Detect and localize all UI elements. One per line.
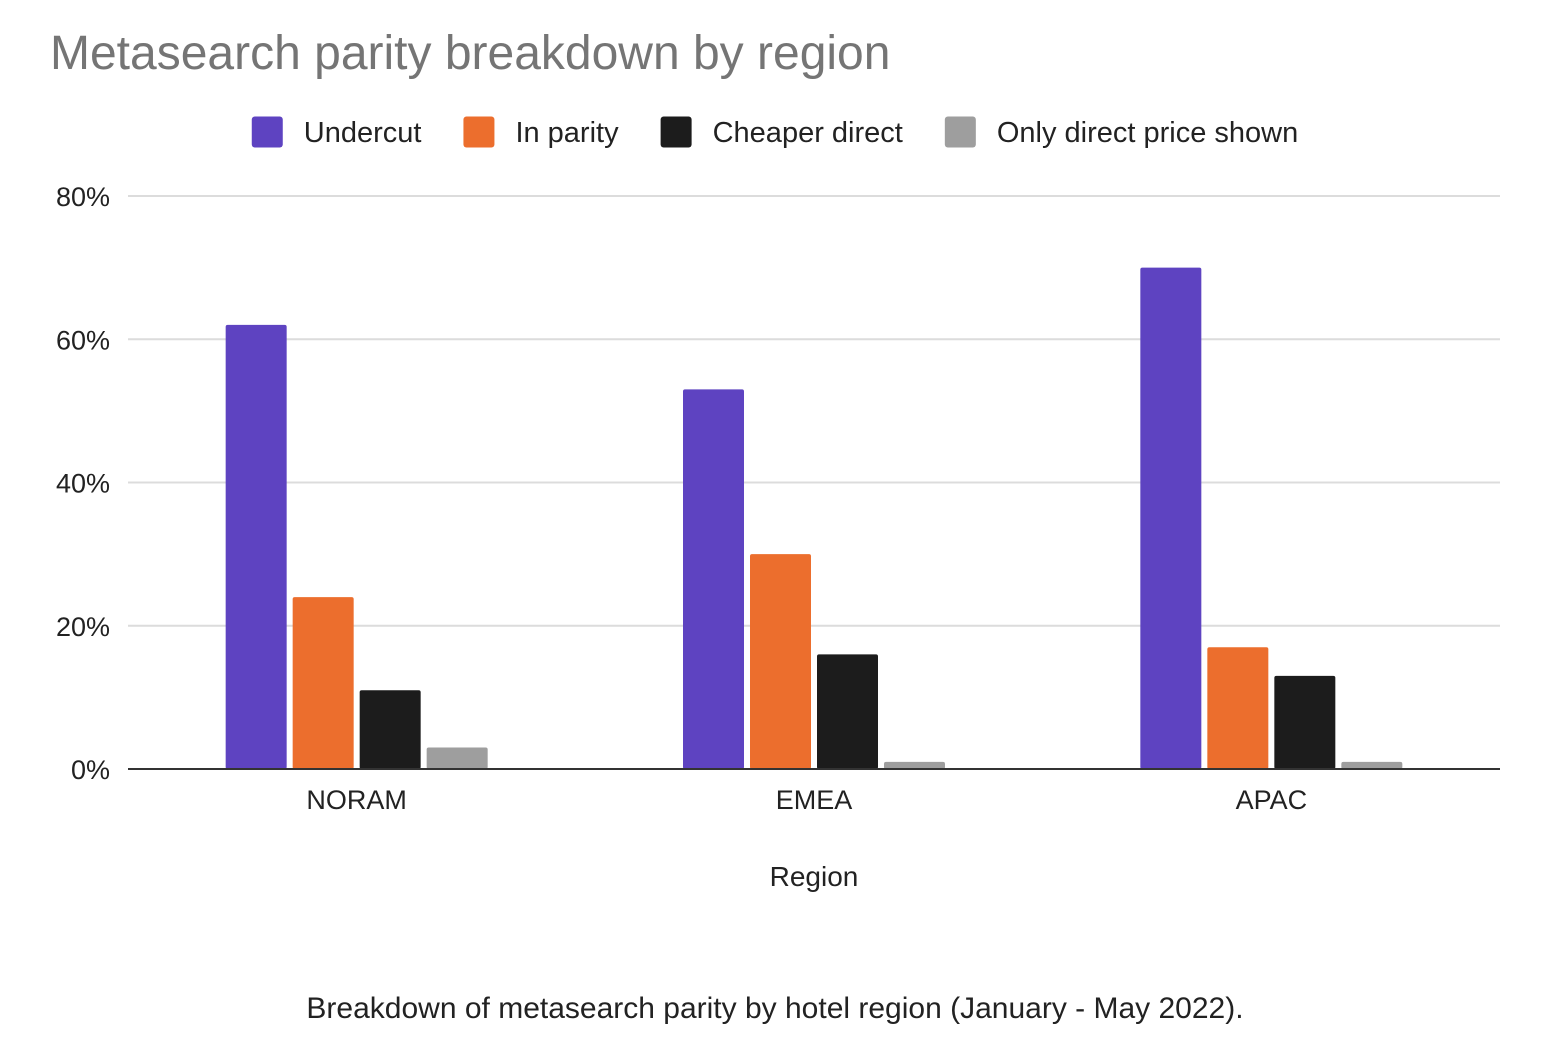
bar-emea-cheaper-direct xyxy=(817,654,878,769)
legend-swatch xyxy=(660,116,692,148)
legend: Undercut In parity Cheaper direct Only dire… xyxy=(251,116,1298,149)
y-tick-label: 20% xyxy=(56,612,110,642)
x-tick-label: EMEA xyxy=(776,785,853,815)
chart-title: Metasearch parity breakdown by region xyxy=(50,27,891,80)
y-tick-label: 0% xyxy=(71,755,110,785)
bar-apac-undercut xyxy=(1140,267,1202,769)
bar-emea-in-parity xyxy=(750,554,811,769)
bar-emea-undercut xyxy=(683,389,744,769)
x-axis-label: Region xyxy=(770,861,859,892)
legend-label: Undercut xyxy=(304,117,422,149)
legend-label: In parity xyxy=(515,117,619,149)
legend-item: Undercut xyxy=(251,116,422,149)
legend-swatch xyxy=(944,116,976,148)
legend-label: Cheaper direct xyxy=(713,117,903,149)
legend-item: Only direct price shown xyxy=(944,116,1298,149)
x-tick-label: NORAM xyxy=(306,785,407,815)
bar-noram-only-direct-price-shown xyxy=(426,747,488,769)
y-tick-label: 40% xyxy=(56,469,110,499)
bar-apac-cheaper-direct xyxy=(1274,675,1336,769)
bar-noram-cheaper-direct xyxy=(359,690,421,769)
gridlines xyxy=(128,195,1500,627)
bars xyxy=(225,267,1403,769)
legend-label: Only direct price shown xyxy=(997,117,1298,149)
legend-swatch xyxy=(463,116,495,148)
figure-caption: Breakdown of metasearch parity by hotel … xyxy=(306,992,1244,1025)
bar-chart: Undercut In parity Cheaper direct Only dire… xyxy=(56,116,1500,892)
x-axis-ticks: NORAM EMEA APAC xyxy=(306,785,1307,815)
y-tick-label: 60% xyxy=(56,325,110,355)
legend-item: Cheaper direct xyxy=(660,116,903,149)
x-tick-label: APAC xyxy=(1236,785,1308,815)
bar-apac-only-direct-price-shown xyxy=(1341,761,1403,769)
y-tick-label: 80% xyxy=(56,182,110,212)
bar-noram-in-parity xyxy=(292,597,354,769)
legend-swatch xyxy=(251,116,283,148)
legend-item: In parity xyxy=(463,116,619,149)
bar-noram-undercut xyxy=(225,324,287,769)
bar-emea-only-direct-price-shown xyxy=(884,761,945,769)
bar-apac-in-parity xyxy=(1207,647,1269,769)
y-axis-ticks: 0% 20% 40% 60% 80% xyxy=(56,182,110,785)
